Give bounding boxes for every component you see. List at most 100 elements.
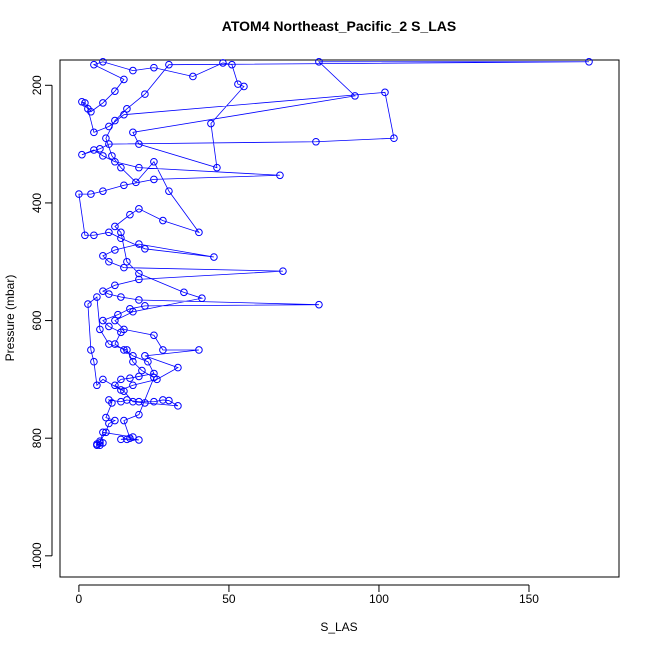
chart-title: ATOM4 Northeast_Pacific_2 S_LAS (222, 18, 456, 34)
data-point (135, 269, 143, 278)
data-point (87, 346, 95, 354)
data-point (117, 293, 125, 301)
data-point (111, 281, 119, 290)
data-point (141, 245, 149, 253)
data-point (102, 134, 110, 143)
data-point (90, 357, 98, 366)
data-point (315, 300, 323, 309)
data-point (195, 228, 203, 237)
data-point (129, 66, 137, 75)
data-point (105, 340, 113, 348)
x-tick-label: 150 (519, 592, 539, 606)
data-point (213, 163, 221, 172)
y-tick-label: 400 (30, 193, 44, 213)
data-point (135, 436, 143, 444)
data-point (96, 145, 104, 153)
data-point (141, 90, 149, 98)
data-point (126, 374, 134, 382)
data-point (105, 228, 113, 237)
data-point (120, 181, 128, 190)
data-point (144, 357, 152, 366)
data-point (99, 287, 107, 295)
data-point (111, 316, 119, 325)
data-point (99, 375, 107, 384)
y-tick-label: 1000 (30, 542, 44, 569)
data-point (198, 294, 206, 303)
data-point (159, 346, 167, 354)
data-point (120, 110, 128, 119)
data-point (135, 296, 143, 304)
data-point (174, 402, 182, 410)
data-point (129, 357, 137, 366)
data-point (390, 134, 398, 143)
data-point (129, 128, 137, 137)
data-point (90, 128, 98, 137)
data-point (117, 234, 125, 243)
data-point (150, 397, 158, 406)
data-point (87, 190, 95, 198)
data-point (111, 381, 119, 390)
data-point (81, 231, 89, 240)
data-point (207, 119, 215, 128)
data-point (120, 75, 128, 84)
data-point (135, 205, 143, 213)
data-point (165, 60, 173, 69)
data-point (102, 428, 110, 437)
data-point (105, 290, 113, 298)
y-tick-label: 200 (30, 75, 44, 95)
data-point (279, 267, 287, 275)
data-point (180, 288, 188, 297)
data-point (96, 325, 104, 334)
y-tick-label: 600 (30, 310, 44, 330)
data-point (105, 322, 113, 331)
data-point (276, 171, 284, 180)
data-point (99, 428, 107, 437)
data-point (99, 99, 107, 107)
data-point (129, 307, 137, 316)
data-point (228, 60, 236, 69)
data-point (84, 300, 92, 308)
data-point (99, 252, 107, 260)
data-point (117, 386, 125, 394)
data-point (210, 253, 218, 261)
data-point (117, 375, 125, 384)
data-point (111, 157, 119, 166)
data-point (135, 275, 143, 284)
data-point (135, 163, 143, 172)
data-point (120, 346, 128, 354)
data-point (150, 157, 158, 166)
data-point (129, 352, 137, 360)
data-point (312, 137, 320, 146)
data-point (138, 366, 146, 375)
data-point (111, 87, 119, 95)
data-point (219, 59, 227, 67)
data-point (93, 381, 101, 390)
data-point (90, 231, 98, 240)
x-tick-label: 100 (369, 592, 389, 606)
data-point (78, 150, 86, 159)
data-point (105, 419, 113, 428)
data-point (81, 99, 89, 107)
data-point (165, 187, 173, 195)
data-point (120, 416, 128, 425)
plot-frame (59, 59, 620, 578)
data-point (159, 396, 167, 404)
data-point (135, 240, 143, 248)
data-point (117, 435, 125, 444)
x-tick-label: 0 (76, 592, 83, 606)
data-point (99, 187, 107, 195)
data-point (132, 178, 140, 187)
data-point (129, 433, 137, 441)
y-tick-label: 800 (30, 428, 44, 448)
data-point (111, 246, 119, 254)
data-point (381, 88, 389, 97)
data-point (123, 257, 131, 266)
data-point (135, 410, 143, 419)
data-point (129, 381, 137, 390)
data-point (141, 302, 149, 310)
data-point (117, 228, 125, 237)
data-point (141, 399, 149, 407)
data-point (351, 92, 359, 100)
